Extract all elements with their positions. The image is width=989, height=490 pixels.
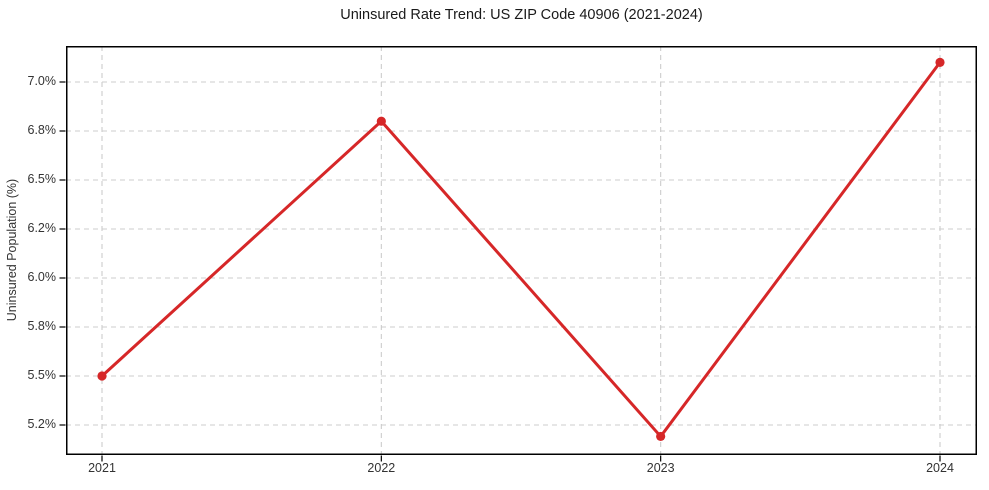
data-point-marker: [935, 57, 945, 67]
x-tick-label: 2021: [88, 461, 116, 475]
trend-line: [100, 60, 942, 438]
data-point-marker: [376, 116, 386, 126]
x-tick-label: 2022: [367, 461, 396, 475]
x-tick-label: 2023: [646, 461, 675, 475]
y-tick-label: 5.5%: [27, 368, 57, 382]
y-tick-label: 6.2%: [27, 221, 57, 235]
x-tick-label: 2024: [926, 461, 954, 475]
plot-border: [66, 46, 977, 455]
y-tick-label: 6.8%: [27, 123, 57, 137]
y-tick-label: 7.0%: [27, 74, 57, 88]
data-point-marker: [97, 371, 107, 381]
y-axis-label: Uninsured Population (%): [5, 178, 19, 322]
y-tick-label: 5.8%: [27, 319, 57, 333]
data-point-marker: [656, 431, 666, 442]
y-tick-label: 5.2%: [27, 417, 57, 431]
plot-area: [59, 46, 977, 462]
y-tick-label: 6.5%: [27, 172, 57, 186]
y-tick-label: 6.0%: [27, 270, 57, 284]
line-chart-svg: [59, 46, 977, 462]
chart-title: Uninsured Rate Trend: US ZIP Code 40906 …: [340, 7, 703, 23]
